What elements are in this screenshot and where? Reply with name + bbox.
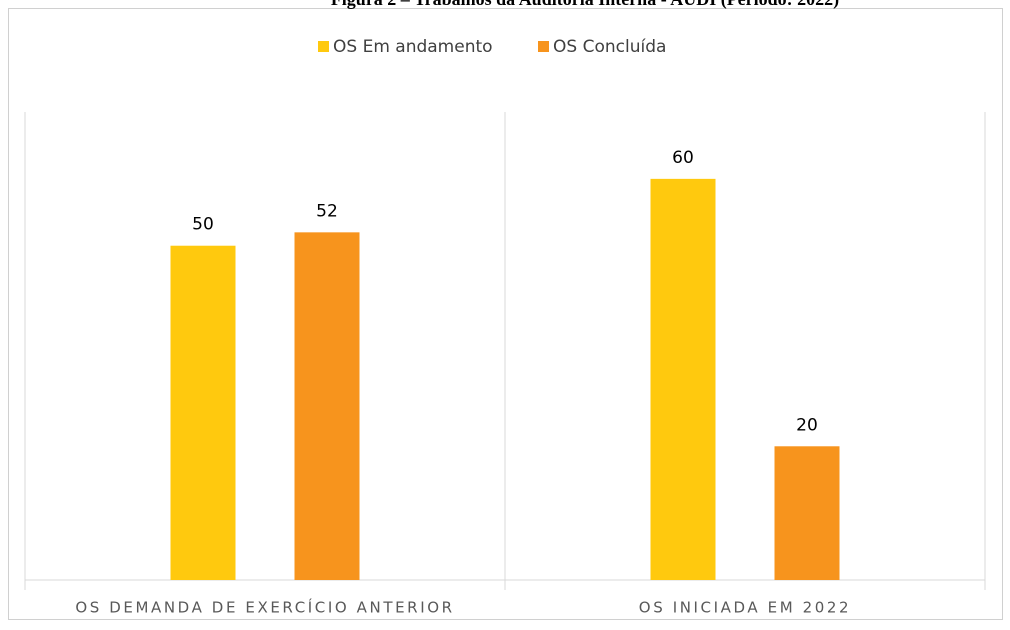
legend-swatch: [318, 41, 329, 52]
data-label: 60: [672, 148, 694, 168]
data-label: 52: [316, 201, 338, 221]
bar: [170, 245, 236, 580]
data-label: 20: [796, 415, 818, 435]
chart-title: Figura 2 – Trabalhos da Auditoria Intern…: [331, 0, 839, 10]
x-tick-label: OS DEMANDA DE EXERCÍCIO ANTERIOR: [75, 598, 454, 617]
legend-label: OS Concluída: [553, 37, 666, 57]
legend-swatch: [538, 41, 549, 52]
legend-label: OS Em andamento: [333, 37, 493, 57]
bar: [774, 446, 840, 580]
bar: [650, 178, 716, 580]
data-label: 50: [192, 215, 214, 235]
bar: [294, 232, 360, 581]
x-tick-label: OS INICIADA EM 2022: [639, 599, 851, 617]
